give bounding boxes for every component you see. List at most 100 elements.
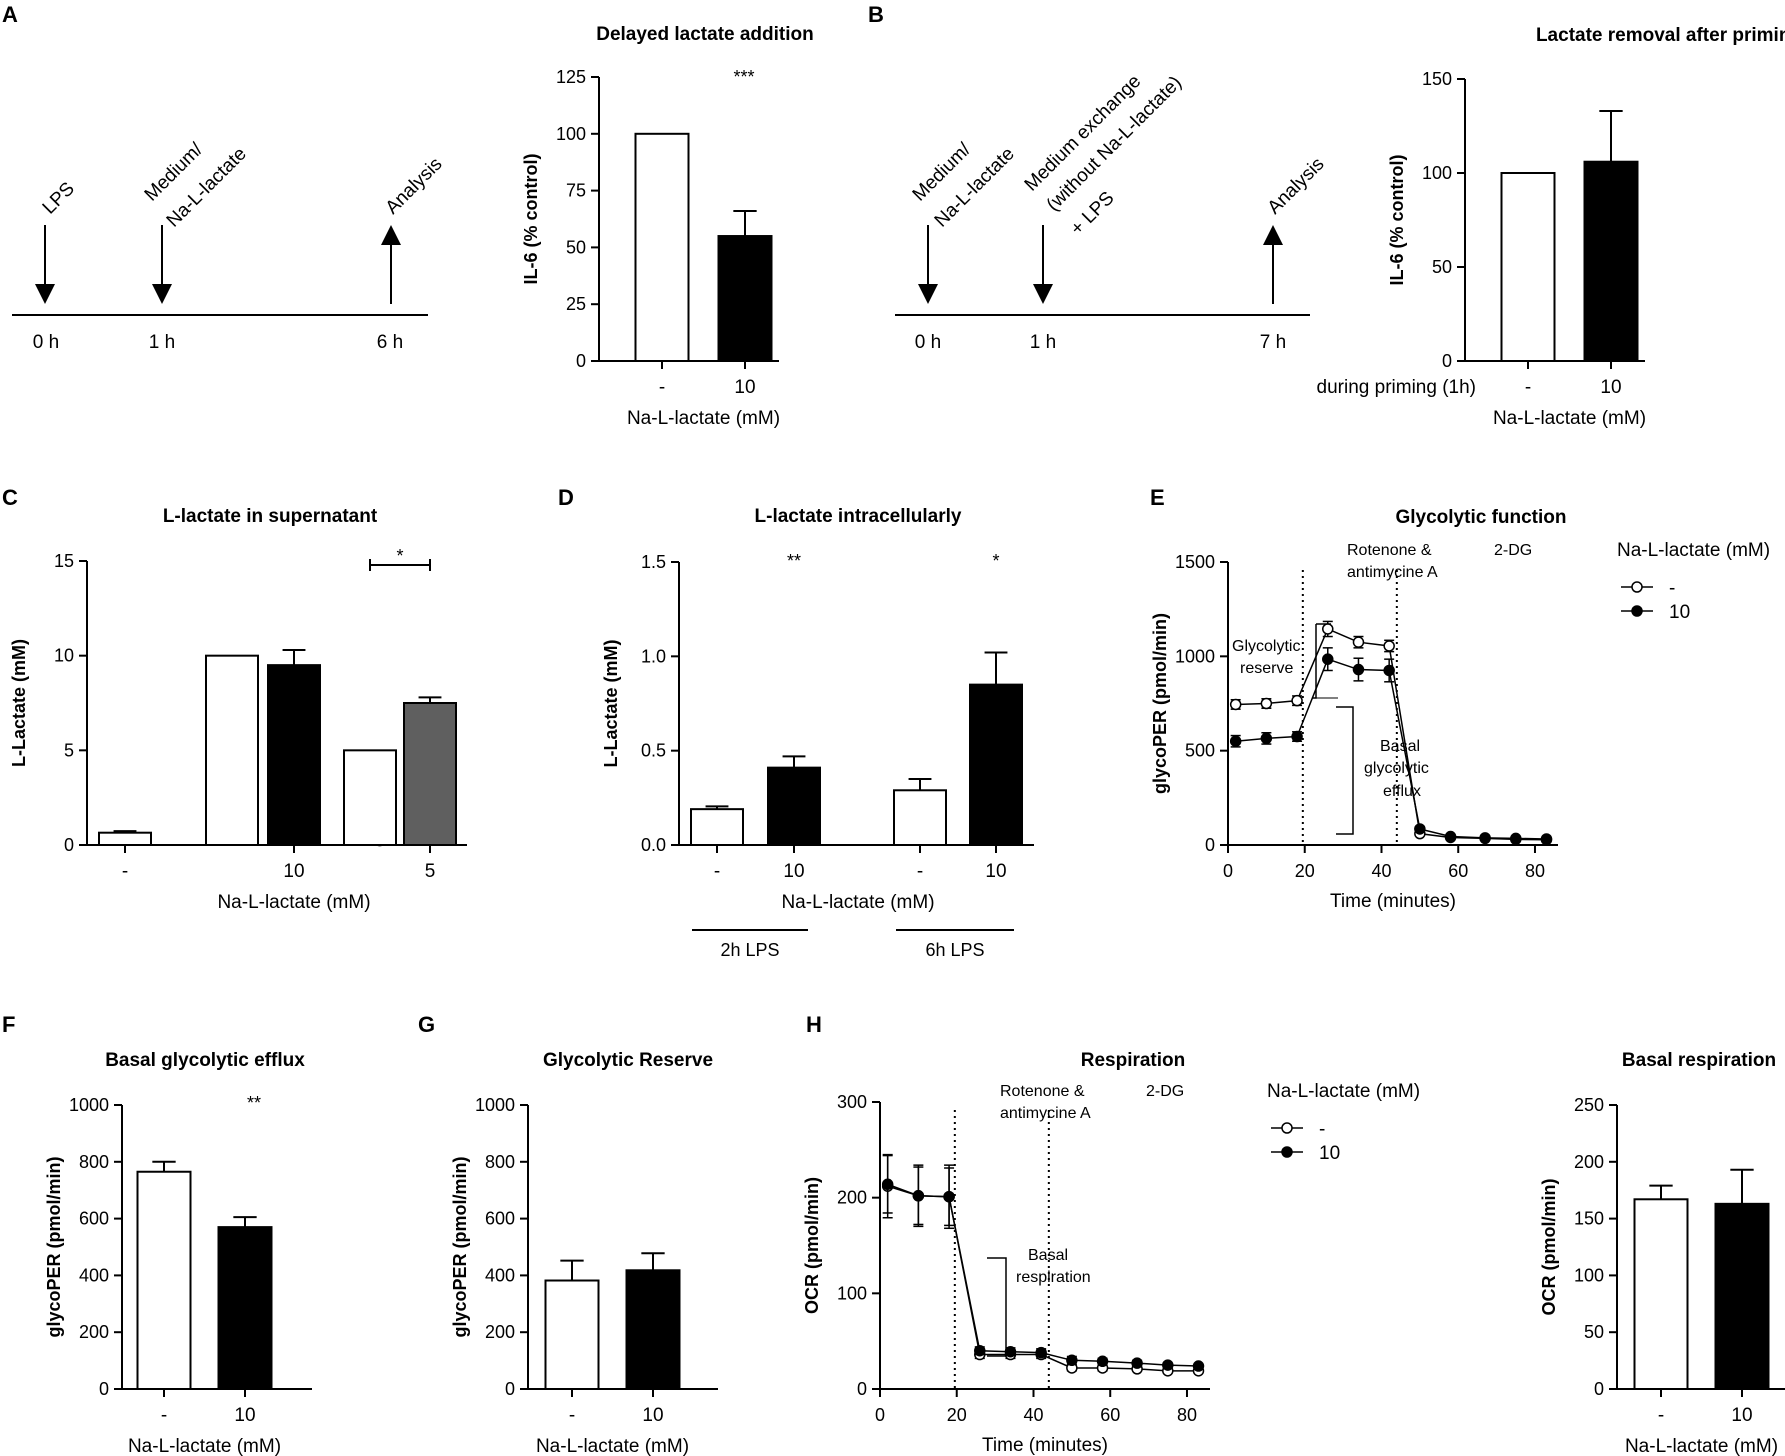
chart-d-significance-1: * [992,551,999,571]
chart-i-ytick-label-5: 250 [1574,1095,1604,1115]
chart-h-x-label: Time (minutes) [982,1435,1108,1456]
chart-h-legend-label-1: 10 [1319,1143,1340,1164]
panel-letter-d: D [558,485,574,510]
d-group-label-6h: 6h LPS [925,940,984,960]
e-rotenone-1: Rotenone & [1347,542,1432,559]
chart-a-bar-1 [717,235,773,362]
timeline-b-time-0: 0 h [915,332,941,353]
chart-h-legend-label-0: - [1319,1119,1325,1140]
chart-g-ytick-label-3: 600 [485,1209,515,1229]
chart-b-ytick-label-3: 150 [1422,69,1452,89]
chart-e-series-1-point-6 [1414,823,1426,835]
chart-i-x-label: Na-L-lactate (mM) [1625,1436,1778,1456]
chart-g-xtick-label-0: - [569,1405,575,1426]
chart-e-legend-marker-0 [1631,581,1643,593]
h-basal-2: respiration [1016,1269,1091,1286]
chart-d-ytick-label-2: 1.0 [641,646,666,666]
chart-g-ytick-label-1: 200 [485,1322,515,1342]
e-reserve-2: reserve [1240,660,1293,677]
chart-d-xtick-label-2: - [917,861,923,882]
chart-a-ytick-label-0: 0 [576,351,586,371]
chart-f-ytick-label-0: 0 [99,1379,109,1399]
chart-f-xtick-label-1: 10 [234,1405,255,1426]
chart-e-ytick-label-3: 1500 [1175,552,1215,572]
chart-a-title: Delayed lactate addition [596,24,814,45]
chart-h-series-1-point-8 [1131,1357,1143,1369]
timeline-a: LPS Medium/ Na-L-lactate Analysis 0 h 1 … [12,139,447,353]
chart-i-ytick-label-3: 150 [1574,1209,1604,1229]
chart-e-series-1-point-10 [1540,833,1553,845]
chart-g-x-label: Na-L-lactate (mM) [536,1436,689,1456]
panel-letter-e: E [1150,485,1165,510]
chart-i-ytick-label-0: 0 [1594,1379,1604,1399]
chart-i-bar-0 [1633,1198,1689,1390]
chart-h-legend-marker-0 [1281,1122,1293,1134]
chart-f-ytick-label-2: 400 [79,1265,109,1285]
chart-e-series-1-point-2 [1291,730,1303,743]
chart-d-title: L-lactate intracellularly [755,506,962,527]
chart-i-title: Basal respiration [1622,1050,1776,1071]
e-2dg: 2-DG [1494,542,1532,559]
static-annotations: priming concentration priming concentrat… [218,542,1532,1357]
chart-h-series-1-point-7 [1096,1355,1109,1368]
e-reserve-1: Glycolytic [1232,638,1300,655]
chart-d-xtick-label-3: 10 [985,861,1006,882]
timeline-b-time-7: 7 h [1260,332,1286,353]
e-basal-3: efflux [1383,783,1421,800]
timeline-a-label-analysis: Analysis [382,154,447,219]
chart-d-ytick-label-1: 0.5 [641,741,666,761]
chart-e-series-0-point-2 [1291,694,1303,707]
chart-e-xtick-label-1: 20 [1295,861,1315,881]
chart-e-legend-label-0: - [1669,578,1675,599]
timeline-a-time-1: 1 h [149,332,175,353]
chart-c-xtick-label-1: 10 [283,861,304,882]
panel-letter-h: H [806,1012,822,1037]
chart-h-xtick-label-0: 0 [875,1405,885,1425]
chart-e-series-0-point-5 [1383,640,1395,652]
timeline-b-label-analysis: Analysis [1264,154,1329,219]
chart-i-ytick-label-2: 100 [1574,1265,1604,1285]
chart-b-ytick-label-1: 50 [1432,257,1452,277]
chart-b-x-prefix: during priming (1h) [1317,377,1476,398]
e-rotenone-2: antimycine A [1347,564,1438,581]
chart-e-xtick-label-0: 0 [1223,861,1233,881]
d-group-label-2h: 2h LPS [720,940,779,960]
chart-b-ytick-label-0: 0 [1442,351,1452,371]
chart-h-series-1-point-2 [943,1190,955,1203]
chart-f-title: Basal glycolytic efflux [105,1050,305,1071]
chart-h-series-1-point-5 [1035,1346,1047,1359]
chart-c-bar-1 [205,654,259,847]
chart-h-ytick-label-3: 300 [837,1092,867,1112]
chart-d-xtick-label-1: 10 [783,861,804,882]
chart-e-series-0-point-0 [1229,698,1242,711]
chart-b-title: Lactate removal after priming [1536,25,1785,46]
chart-e-ytick-label-0: 0 [1205,835,1215,855]
chart-f-y-label: glycoPER (pmol/min) [44,1156,64,1337]
chart-e-ytick-label-2: 1000 [1175,646,1215,666]
panel-letter-g: G [418,1012,435,1037]
chart-e-x-label: Time (minutes) [1330,891,1456,912]
chart-c-xtick-label-2: 5 [425,861,436,882]
chart-a-ytick-label-4: 100 [556,124,586,144]
chart-d-bar-2 [893,789,947,847]
h-basal-bracket [987,1257,1007,1357]
chart-h-title: Respiration [1081,1050,1186,1071]
chart-f-x-label: Na-L-lactate (mM) [128,1436,281,1456]
chart-f-ytick-label-3: 600 [79,1209,109,1229]
chart-c-ytick-label-3: 15 [54,551,74,571]
chart-e-xtick-label-3: 60 [1448,861,1468,881]
chart-c-ytick-label-2: 10 [54,646,74,666]
chart-h-xtick-label-2: 40 [1023,1405,1043,1425]
chart-f-bar-0 [136,1170,192,1390]
chart-e-series-1-point-3 [1322,653,1334,665]
chart-g-bar-0 [544,1279,600,1390]
chart-a-bar-0 [634,132,690,362]
timeline-a-arrowhead-medium [152,284,172,304]
chart-h-series-1-point-10 [1192,1360,1205,1372]
chart-g-ytick-label-4: 800 [485,1152,515,1172]
chart-e-series-1-point-5 [1383,664,1395,677]
chart-e-series-1-point-1 [1260,732,1273,745]
chart-c-title: L-lactate in supernatant [163,506,378,527]
chart-a-ytick-label-2: 50 [566,237,586,257]
chart-d-y-label: L-Lactate (mM) [601,639,621,767]
